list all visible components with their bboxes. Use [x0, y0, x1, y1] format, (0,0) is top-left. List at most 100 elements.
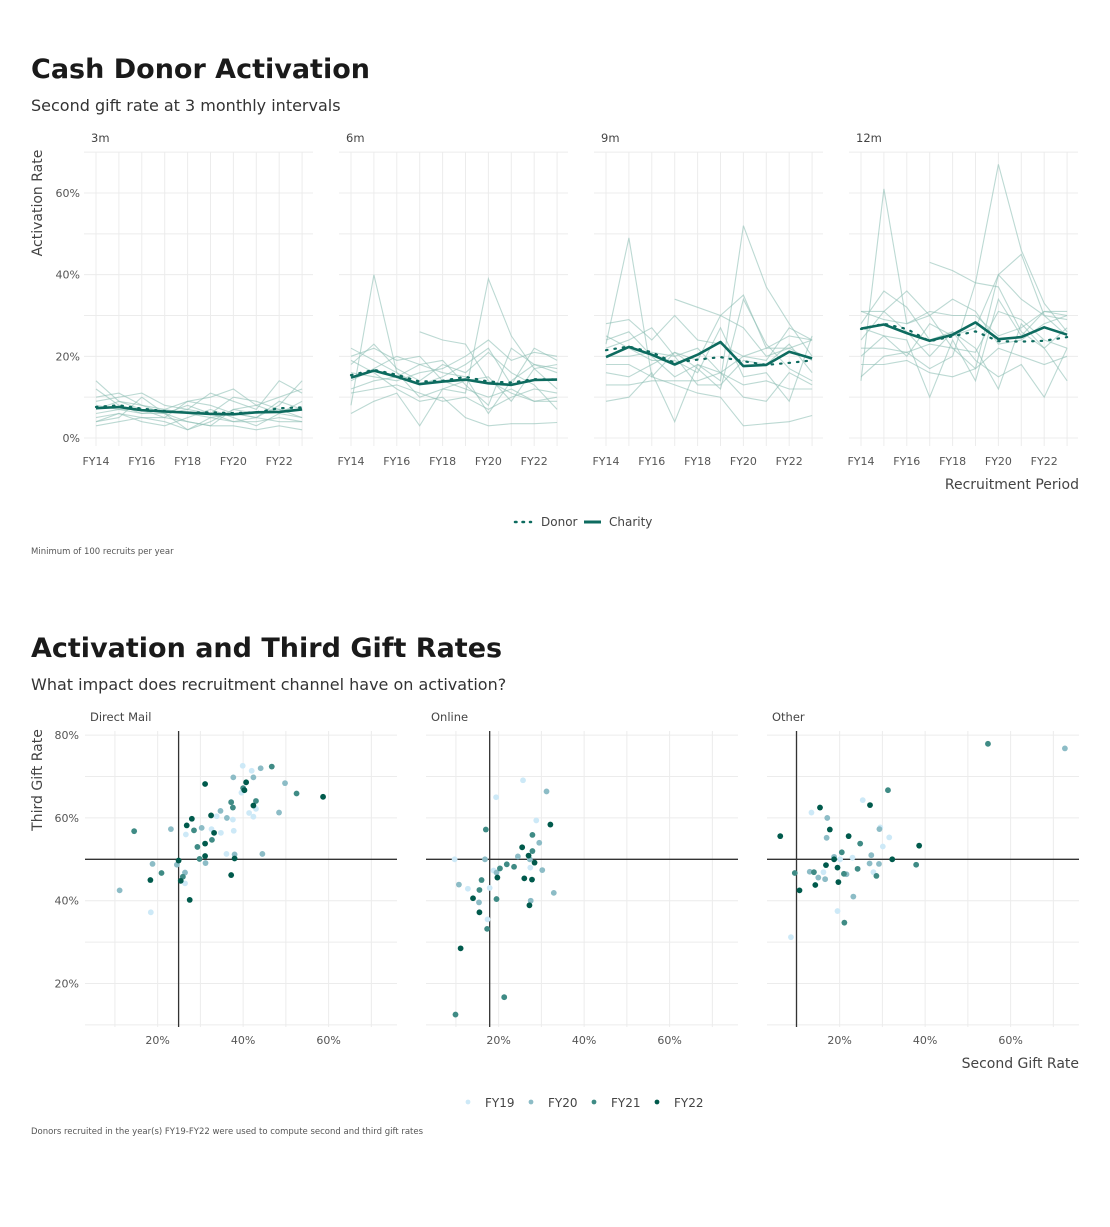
scatter-point-fy21	[209, 836, 215, 843]
series-line-other	[350, 347, 558, 402]
scatter-point-fy22	[777, 833, 784, 840]
scatter-point-fy20	[257, 765, 264, 772]
scatter-point-fy22	[320, 793, 326, 800]
scatter-point-fy20	[282, 780, 288, 787]
scatter-point-fy21	[857, 840, 864, 847]
chart-title-rates: Activation and Third Gift Rates	[31, 633, 502, 664]
scatter-point-fy21	[529, 848, 536, 854]
x-tick-label: 40%	[572, 1034, 596, 1047]
scatter-point-fy22	[867, 802, 873, 809]
scatter-point-fy22	[250, 802, 257, 809]
scatter-point-fy19	[484, 916, 491, 923]
chart-subtitle-activation: Second gift rate at 3 monthly intervals	[31, 96, 341, 115]
scatter-point-fy22	[186, 897, 193, 903]
series-line-other	[606, 363, 813, 427]
y-tick-label: 20%	[55, 978, 79, 991]
line-panel-9m: 9m FY14 FY16 FY18 FY20 FY22	[592, 131, 823, 468]
scatter-point-fy19	[788, 934, 794, 941]
scatter-point-fy21	[293, 790, 300, 797]
scatter-point-fy19	[230, 827, 237, 834]
scatter-point-fy20	[482, 856, 488, 863]
scatter-point-fy21	[476, 887, 483, 893]
scatter-point-fy21	[131, 828, 138, 835]
x-axis-title-activation: Recruitment Period	[945, 477, 1079, 493]
x-tick-label: FY16	[128, 455, 155, 468]
scatter-point-fy20	[876, 860, 882, 867]
x-tick-label: FY18	[939, 455, 966, 468]
scatter-point-fy20	[514, 853, 521, 860]
scatter-point-fy22	[521, 875, 528, 882]
scatter-point-fy19	[486, 885, 493, 891]
scatter-point-fy22	[228, 872, 235, 878]
legend-item-donor: Donor	[513, 515, 578, 529]
scatter-point-fy21	[885, 787, 891, 794]
scatter-point-fy20	[823, 834, 830, 841]
x-tick-label: 20%	[827, 1034, 851, 1047]
series-line-charity	[860, 321, 1068, 343]
x-tick-label: FY16	[638, 455, 665, 468]
scatter-point-fy21	[501, 994, 508, 1001]
scatter-point-fy22	[175, 857, 182, 864]
x-tick-label: FY22	[776, 455, 803, 468]
scatter-point-fy22	[529, 876, 535, 883]
facet-label: 3m	[91, 131, 110, 145]
series-line-charity	[605, 340, 813, 368]
scatter-point-fy21	[196, 856, 203, 862]
scatter-point-fy20	[217, 807, 224, 814]
facet-label: 6m	[346, 131, 365, 145]
series-line-other	[605, 294, 813, 378]
legend-item-fy19: FY19	[465, 1096, 515, 1110]
scatter-point-fy22	[183, 822, 190, 829]
legend-activation: Donor Charity	[513, 515, 652, 529]
scatter-point-fy20	[198, 824, 205, 831]
scatter-point-fy20	[231, 851, 238, 858]
scatter-point-fy20	[250, 774, 257, 781]
series-line-other	[606, 372, 813, 390]
chart-subtitle-rates: What impact does recruitment channel hav…	[31, 675, 506, 694]
legend-label-donor: Donor	[541, 515, 578, 529]
scatter-point-fy20	[202, 860, 209, 866]
series-line-other	[606, 347, 813, 374]
line-panel-3m: 3m FY14 FY16 FY18 FY20 FY22 0% 20% 40% 60%	[56, 131, 313, 468]
scatter-point-fy19	[859, 797, 866, 804]
scatter-point-fy20	[850, 893, 857, 900]
series-line-other	[605, 237, 813, 391]
x-tick-label: FY16	[383, 455, 410, 468]
x-tick-label: 40%	[231, 1034, 255, 1047]
x-tick-label: FY18	[684, 455, 711, 468]
series-line-other	[350, 359, 558, 427]
scatter-point-fy19	[493, 794, 499, 801]
scatter-point-fy20	[230, 774, 237, 781]
legend-label: FY19	[485, 1096, 515, 1110]
scatter-point-fy19	[246, 810, 253, 816]
scatter-point-fy22	[202, 853, 208, 859]
scatter-point-fy22	[177, 877, 184, 884]
scatter-point-fy20	[116, 887, 123, 894]
scatter-point-fy21	[484, 925, 491, 932]
x-tick-label: 20%	[145, 1034, 169, 1047]
scatter-point-fy20	[1061, 745, 1068, 752]
scatter-point-fy22	[916, 842, 923, 849]
scatter-point-fy19	[527, 864, 534, 871]
y-axis-title-activation: Activation Rate	[30, 150, 46, 257]
scatter-point-fy19	[248, 767, 255, 774]
scatter-point-fy19	[147, 909, 154, 916]
legend-item-fy21: FY21	[591, 1096, 641, 1110]
x-tick-label: FY20	[730, 455, 757, 468]
scatter-point-fy21	[811, 869, 817, 876]
x-tick-label: FY14	[847, 455, 874, 468]
series-line-donor	[604, 345, 814, 367]
scatter-point-fy21	[452, 1011, 459, 1018]
scatter-point-fy21	[228, 799, 235, 806]
x-tick-label: FY20	[220, 455, 247, 468]
scatter-point-fy22	[525, 852, 532, 859]
scatter-point-fy21	[503, 861, 510, 868]
scatter-point-fy20	[456, 881, 462, 888]
scatter-point-fy19	[223, 851, 230, 857]
facet-label: 12m	[856, 131, 882, 145]
scatter-point-fy20	[493, 869, 500, 876]
legend-key-point	[465, 1099, 471, 1105]
series-line-other	[860, 310, 1068, 399]
legend-key-point	[528, 1099, 534, 1105]
